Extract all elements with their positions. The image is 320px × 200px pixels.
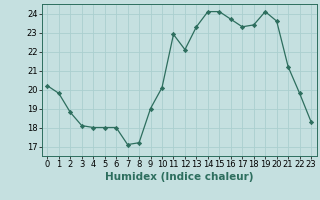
- X-axis label: Humidex (Indice chaleur): Humidex (Indice chaleur): [105, 172, 253, 182]
